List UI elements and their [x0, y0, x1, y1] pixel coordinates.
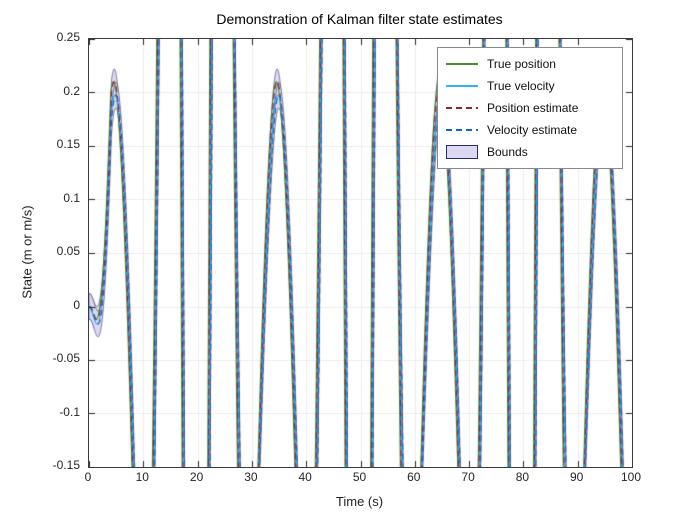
- chart-title: Demonstration of Kalman filter state est…: [216, 11, 503, 27]
- legend-entry: True position: [446, 53, 614, 75]
- legend-patch-sample: [446, 145, 478, 159]
- x-tick-label: 50: [352, 470, 367, 484]
- x-tick-label: 90: [570, 470, 584, 484]
- legend-dashed-line-sample: [446, 107, 478, 109]
- legend-solid-line-sample: [446, 85, 478, 87]
- legend-entry: Bounds: [446, 141, 614, 163]
- y-tick-label: -0.05: [52, 351, 80, 365]
- legend-label: True position: [487, 57, 556, 71]
- y-tick-label: 0: [73, 297, 80, 312]
- legend: True position True velocity Position estim…: [437, 47, 623, 169]
- y-tick-label: 0.25: [56, 30, 80, 44]
- y-tick-label: 0.05: [56, 244, 80, 258]
- legend-dashed-line-sample: [446, 129, 478, 131]
- legend-label: True velocity: [487, 79, 555, 93]
- y-tick-label: -0.15: [52, 458, 80, 472]
- x-tick-label: 100: [620, 470, 642, 484]
- x-tick-label: 60: [407, 470, 421, 484]
- legend-entry: True velocity: [446, 75, 614, 97]
- legend-label: Position estimate: [487, 101, 579, 115]
- x-tick-label: 70: [461, 470, 475, 484]
- x-tick-label: 80: [515, 470, 530, 484]
- x-tick-label: 20: [189, 470, 204, 484]
- legend-solid-line-sample: [446, 63, 478, 65]
- x-tick-label: 40: [298, 470, 312, 484]
- y-tick-label: -0.1: [59, 404, 80, 419]
- legend-entry: Position estimate: [446, 97, 614, 119]
- x-tick-label: 30: [244, 470, 258, 484]
- y-tick-label: 0.1: [63, 190, 80, 205]
- y-tick-label: 0.2: [63, 83, 80, 98]
- legend-label: Velocity estimate: [487, 123, 578, 137]
- legend-label: Bounds: [487, 145, 528, 159]
- x-axis-label: Time (s): [335, 494, 384, 509]
- y-tick-label: 0.15: [56, 137, 80, 151]
- x-tick-label: 0: [84, 470, 92, 484]
- x-tick-label: 10: [135, 470, 149, 484]
- legend-entry: Velocity estimate: [446, 119, 614, 141]
